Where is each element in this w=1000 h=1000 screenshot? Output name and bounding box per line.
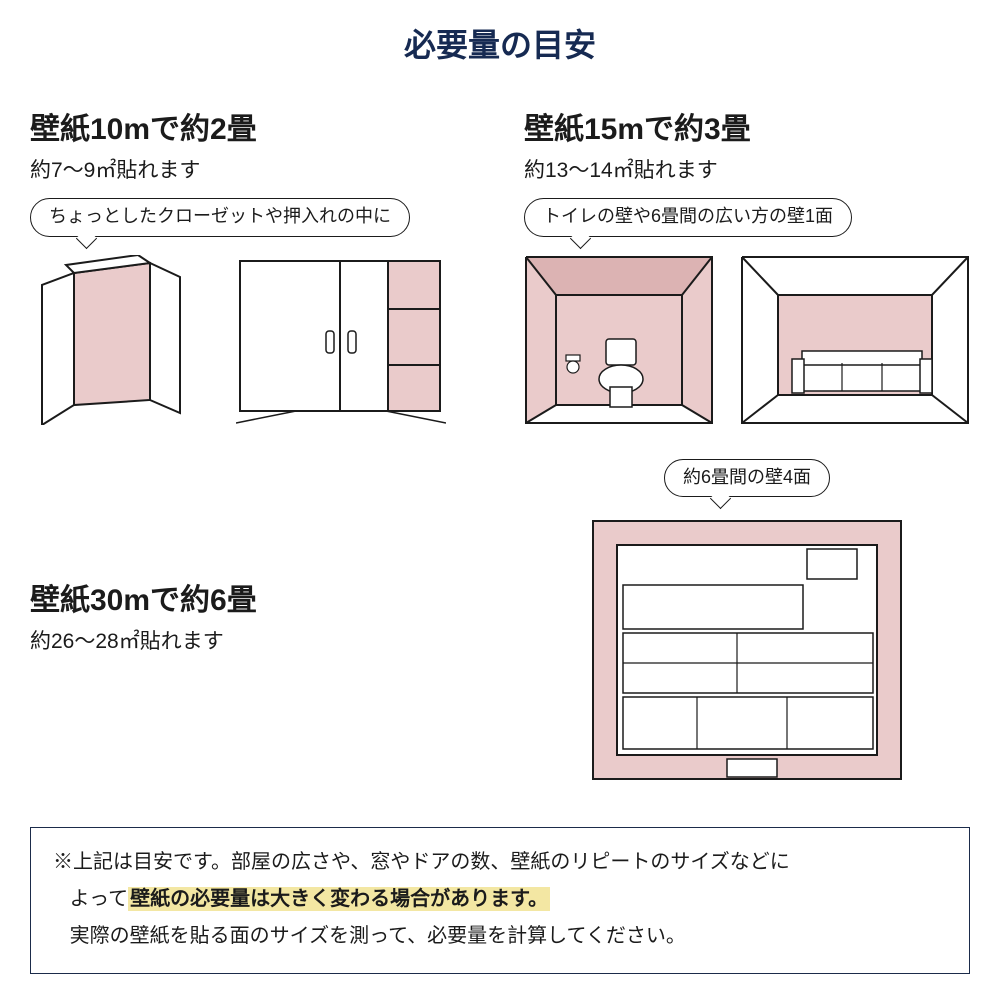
notice-line2: よって壁紙の必要量は大きく変わる場合があります。 (53, 881, 947, 918)
card-30m-illus-col: 約6畳間の壁4面 (524, 459, 970, 786)
card-15m-heading: 壁紙15mで約3畳 (524, 104, 970, 148)
closet-sliding-icon (236, 255, 446, 425)
card-30m: 壁紙30mで約6畳 約26〜28㎡貼れます (30, 575, 474, 669)
card-30m-bubble: 約6畳間の壁4面 (664, 459, 830, 498)
notice-line2a: よって (70, 888, 128, 910)
page-title: 必要量の目安 (30, 20, 970, 66)
card-30m-sub: 約26〜28㎡貼れます (30, 625, 474, 655)
card-10m-sub: 約7〜9㎡貼れます (30, 154, 474, 184)
card-30m-heading: 壁紙30mで約6畳 (30, 575, 474, 619)
notice-box: ※上記は目安です。部屋の広さや、窓やドアの数、壁紙のリピートのサイズなどに よっ… (30, 827, 970, 974)
card-15m: 壁紙15mで約3畳 約13〜14㎡貼れます トイレの壁や6畳間の広い方の壁1面 (524, 104, 970, 425)
notice-line1: ※上記は目安です。部屋の広さや、窓やドアの数、壁紙のリピートのサイズなどに (53, 844, 947, 881)
living-wall-icon (740, 255, 970, 425)
card-10m-heading: 壁紙10mで約2畳 (30, 104, 474, 148)
card-15m-bubble: トイレの壁や6畳間の広い方の壁1面 (524, 198, 852, 237)
toilet-room-icon (524, 255, 714, 425)
card-10m-bubble: ちょっとしたクローゼットや押入れの中に (30, 198, 410, 237)
card-10m-illus (30, 255, 474, 425)
cards-grid: 壁紙10mで約2畳 約7〜9㎡貼れます ちょっとしたクローゼットや押入れの中に (30, 104, 970, 785)
card-10m: 壁紙10mで約2畳 約7〜9㎡貼れます ちょっとしたクローゼットや押入れの中に (30, 104, 474, 425)
room-plan-icon (587, 515, 907, 785)
notice-highlight: 壁紙の必要量は大きく変わる場合があります。 (128, 887, 550, 911)
closet-open-icon (30, 255, 210, 425)
notice-line3: 実際の壁紙を貼る面のサイズを測って、必要量を計算してください。 (53, 918, 947, 955)
notice-line3-text: 実際の壁紙を貼る面のサイズを測って、必要量を計算してください。 (70, 925, 686, 947)
card-15m-sub: 約13〜14㎡貼れます (524, 154, 970, 184)
card-15m-illus (524, 255, 970, 425)
